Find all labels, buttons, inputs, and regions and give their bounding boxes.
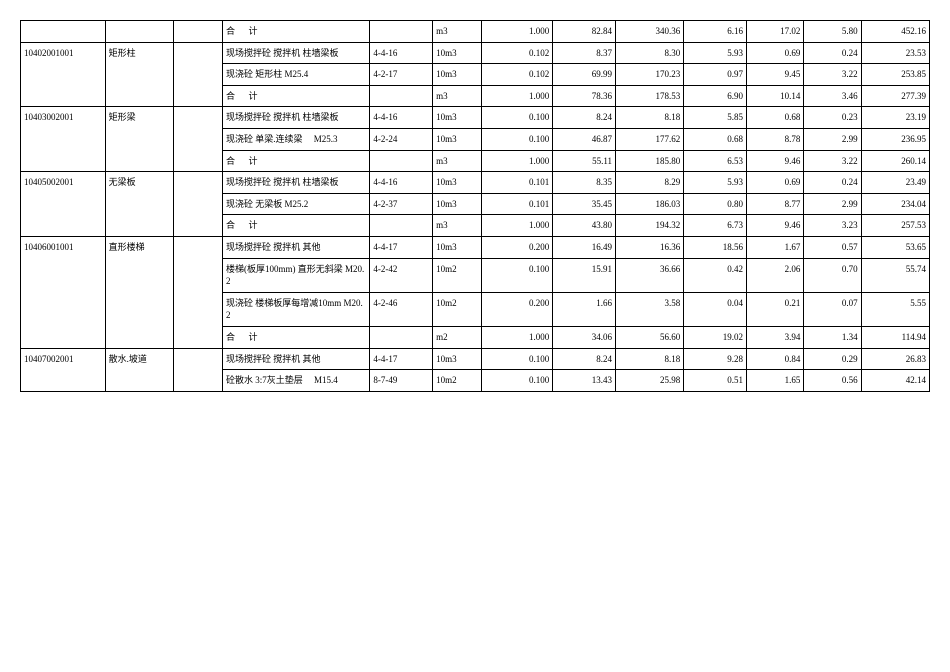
row-ref	[370, 215, 433, 237]
row-qty: 0.100	[482, 107, 553, 129]
row-qty: 0.100	[482, 348, 553, 370]
row-qty: 0.102	[482, 42, 553, 64]
row-ref: 4-4-16	[370, 172, 433, 194]
item-code: 10402001001	[21, 42, 106, 107]
row-qty: 0.100	[482, 128, 553, 150]
row-unit: m2	[433, 326, 482, 348]
row-unit: 10m3	[433, 236, 482, 258]
row-unit: 10m2	[433, 370, 482, 392]
item-name: 直形楼梯	[105, 236, 173, 348]
table-row: 10403002001矩形梁现场搅拌砼 搅拌机 柱墙梁板4-4-1610m30.…	[21, 107, 930, 129]
row-desc: 现场搅拌砼 搅拌机 柱墙梁板	[222, 107, 369, 129]
row-desc: 现浇砼 单梁.连续梁 M25.3	[222, 128, 369, 150]
row-unit: 10m3	[433, 107, 482, 129]
row-desc: 合 计	[222, 21, 369, 43]
row-desc: 现场搅拌砼 搅拌机 其他	[222, 348, 369, 370]
row-ref: 4-2-37	[370, 193, 433, 215]
item-name: 矩形柱	[105, 42, 173, 107]
row-desc: 合 计	[222, 85, 369, 107]
row-ref: 4-4-16	[370, 42, 433, 64]
row-unit: 10m3	[433, 42, 482, 64]
row-unit: m3	[433, 85, 482, 107]
table-row: 10406001001直形楼梯现场搅拌砼 搅拌机 其他4-4-1710m30.2…	[21, 236, 930, 258]
row-desc: 现场搅拌砼 搅拌机 柱墙梁板	[222, 172, 369, 194]
row-qty: 1.000	[482, 215, 553, 237]
row-desc: 合 计	[222, 326, 369, 348]
item-name: 无梁板	[105, 172, 173, 237]
row-qty: 0.101	[482, 172, 553, 194]
item-name: 矩形梁	[105, 107, 173, 172]
row-unit: 10m3	[433, 128, 482, 150]
row-ref	[370, 150, 433, 172]
row-qty: 0.100	[482, 258, 553, 292]
row-desc: 合 计	[222, 215, 369, 237]
item-code: 10403002001	[21, 107, 106, 172]
row-unit: m3	[433, 21, 482, 43]
row-desc: 现浇砼 矩形柱 M25.4	[222, 64, 369, 86]
row-desc: 楼梯(板厚100mm) 直形无斜梁 M20.2	[222, 258, 369, 292]
row-qty: 0.200	[482, 292, 553, 326]
row-ref: 4-2-42	[370, 258, 433, 292]
row-desc: 砼散水 3:7灰土垫层 M15.4	[222, 370, 369, 392]
row-qty: 1.000	[482, 85, 553, 107]
table-body: 合 计m31.00082.84340.366.1617.025.80452.16…	[21, 21, 930, 392]
row-ref	[370, 21, 433, 43]
row-qty: 0.101	[482, 193, 553, 215]
table-row: 合 计m31.00082.84340.366.1617.025.80452.16	[21, 21, 930, 43]
table-row: 10407002001散水.坡道现场搅拌砼 搅拌机 其他4-4-1710m30.…	[21, 348, 930, 370]
row-qty: 1.000	[482, 21, 553, 43]
row-qty: 1.000	[482, 150, 553, 172]
item-name	[105, 21, 173, 43]
row-unit: m3	[433, 150, 482, 172]
row-ref: 4-4-17	[370, 348, 433, 370]
item-code: 10407002001	[21, 348, 106, 391]
row-unit: 10m3	[433, 193, 482, 215]
row-unit: 10m3	[433, 64, 482, 86]
cost-table: 合 计m31.00082.84340.366.1617.025.80452.16…	[20, 20, 930, 392]
row-ref: 4-2-24	[370, 128, 433, 150]
row-desc: 现浇砼 无梁板 M25.2	[222, 193, 369, 215]
row-qty: 1.000	[482, 326, 553, 348]
row-desc: 现浇砼 楼梯板厚每增减10mm M20.2	[222, 292, 369, 326]
row-unit: 10m2	[433, 258, 482, 292]
row-ref	[370, 326, 433, 348]
item-code	[21, 21, 106, 43]
item-code: 10406001001	[21, 236, 106, 348]
row-desc: 现场搅拌砼 搅拌机 其他	[222, 236, 369, 258]
row-unit: 10m2	[433, 292, 482, 326]
row-unit: m3	[433, 215, 482, 237]
row-desc: 现场搅拌砼 搅拌机 柱墙梁板	[222, 42, 369, 64]
row-ref: 4-4-17	[370, 236, 433, 258]
row-ref: 4-2-17	[370, 64, 433, 86]
row-qty: 0.102	[482, 64, 553, 86]
row-ref	[370, 85, 433, 107]
row-unit: 10m3	[433, 348, 482, 370]
item-name: 散水.坡道	[105, 348, 173, 391]
row-qty: 0.100	[482, 370, 553, 392]
row-ref: 4-4-16	[370, 107, 433, 129]
item-code: 10405002001	[21, 172, 106, 237]
row-ref: 4-2-46	[370, 292, 433, 326]
row-desc: 合 计	[222, 150, 369, 172]
table-row: 10402001001矩形柱现场搅拌砼 搅拌机 柱墙梁板4-4-1610m30.…	[21, 42, 930, 64]
row-unit: 10m3	[433, 172, 482, 194]
row-qty: 0.200	[482, 236, 553, 258]
row-ref: 8-7-49	[370, 370, 433, 392]
table-row: 10405002001无梁板现场搅拌砼 搅拌机 柱墙梁板4-4-1610m30.…	[21, 172, 930, 194]
